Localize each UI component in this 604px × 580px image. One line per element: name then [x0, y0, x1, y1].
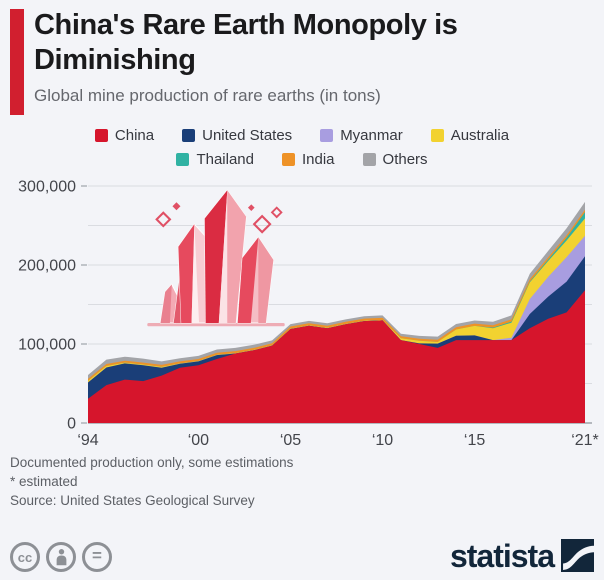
person-glyph	[56, 549, 66, 566]
x-axis-label: ‘10	[372, 432, 393, 449]
legend-swatch-myanmar	[320, 129, 334, 143]
x-axis-label: ‘05	[280, 432, 301, 449]
note-estimated: * estimated	[10, 473, 78, 489]
source-line: Source: United States Geological Survey	[10, 492, 255, 508]
legend-swatch-others	[362, 153, 376, 167]
y-axis-label: 100,000	[18, 336, 76, 353]
legend-item-australia: Australia	[430, 127, 510, 145]
legend-label-myanmar: Myanmar	[340, 127, 403, 145]
statista-logo[interactable]: statista	[450, 539, 594, 572]
footnotes: Documented production only, some estimat…	[10, 454, 604, 511]
cc-nd-equal-icon[interactable]: =	[82, 542, 112, 572]
cc-by-attribution-icon[interactable]	[46, 542, 76, 572]
page-title: China's Rare Earth Monopoly is Diminishi…	[34, 9, 458, 77]
legend-item-china: China	[94, 127, 155, 145]
legend-label-thailand: Thailand	[196, 151, 254, 169]
legend-swatch-thailand	[176, 153, 190, 167]
legend-item-thailand: Thailand	[176, 151, 254, 168]
legend-item-united-states: United States	[182, 127, 292, 144]
statista-mark-icon	[561, 539, 594, 572]
x-axis-label: ‘94	[77, 432, 98, 449]
legend-item-india: India	[282, 151, 335, 168]
legend: China United States Myanmar Australia Thaila…	[0, 124, 604, 172]
stacked-area-chart: 0 100,000 200,000 300,000 ‘94 ‘00 ‘05 ‘10 ‘15 ‘21…	[18, 178, 599, 449]
chart: 0 100,000 200,000 300,000 ‘94 ‘00 ‘05 ‘10 ‘15 ‘21…	[0, 174, 604, 450]
area-china	[88, 290, 585, 423]
legend-swatch-australia	[430, 129, 444, 143]
x-axis-label: ‘15	[464, 432, 485, 449]
legend-swatch-united-states	[182, 129, 196, 143]
header: China's Rare Earth Monopoly is Diminishi…	[0, 0, 604, 106]
legend-item-others: Others	[362, 151, 428, 169]
crystal-illustration-icon	[147, 189, 285, 326]
bottom-bar: cc = statista	[10, 539, 594, 572]
title-accent-bar	[10, 9, 24, 115]
legend-label-others: Others	[382, 151, 428, 169]
cc-icon[interactable]: cc	[10, 542, 40, 572]
license-icon-group[interactable]: cc =	[10, 542, 112, 572]
legend-label-australia: Australia	[450, 127, 510, 145]
legend-label-india: India	[302, 151, 335, 169]
x-axis-label: ‘00	[188, 432, 209, 449]
legend-swatch-china	[94, 129, 108, 143]
legend-row: China United States Myanmar Australia	[0, 124, 604, 148]
y-axis-label: 300,000	[18, 178, 76, 195]
legend-label-united-states: United States	[202, 127, 293, 145]
legend-swatch-india	[282, 153, 295, 167]
chart-subtitle: Global mine production of rare earths (i…	[34, 85, 381, 105]
note-production: Documented production only, some estimat…	[10, 454, 294, 470]
y-axis-label: 0	[67, 415, 76, 432]
legend-row: Thailand India Others	[0, 148, 604, 172]
legend-item-myanmar: Myanmar	[320, 127, 403, 144]
legend-label-china: China	[114, 127, 155, 145]
statista-wordmark: statista	[449, 537, 555, 574]
y-axis-label: 200,000	[18, 257, 76, 274]
x-axis-label: ‘21*	[571, 432, 599, 449]
